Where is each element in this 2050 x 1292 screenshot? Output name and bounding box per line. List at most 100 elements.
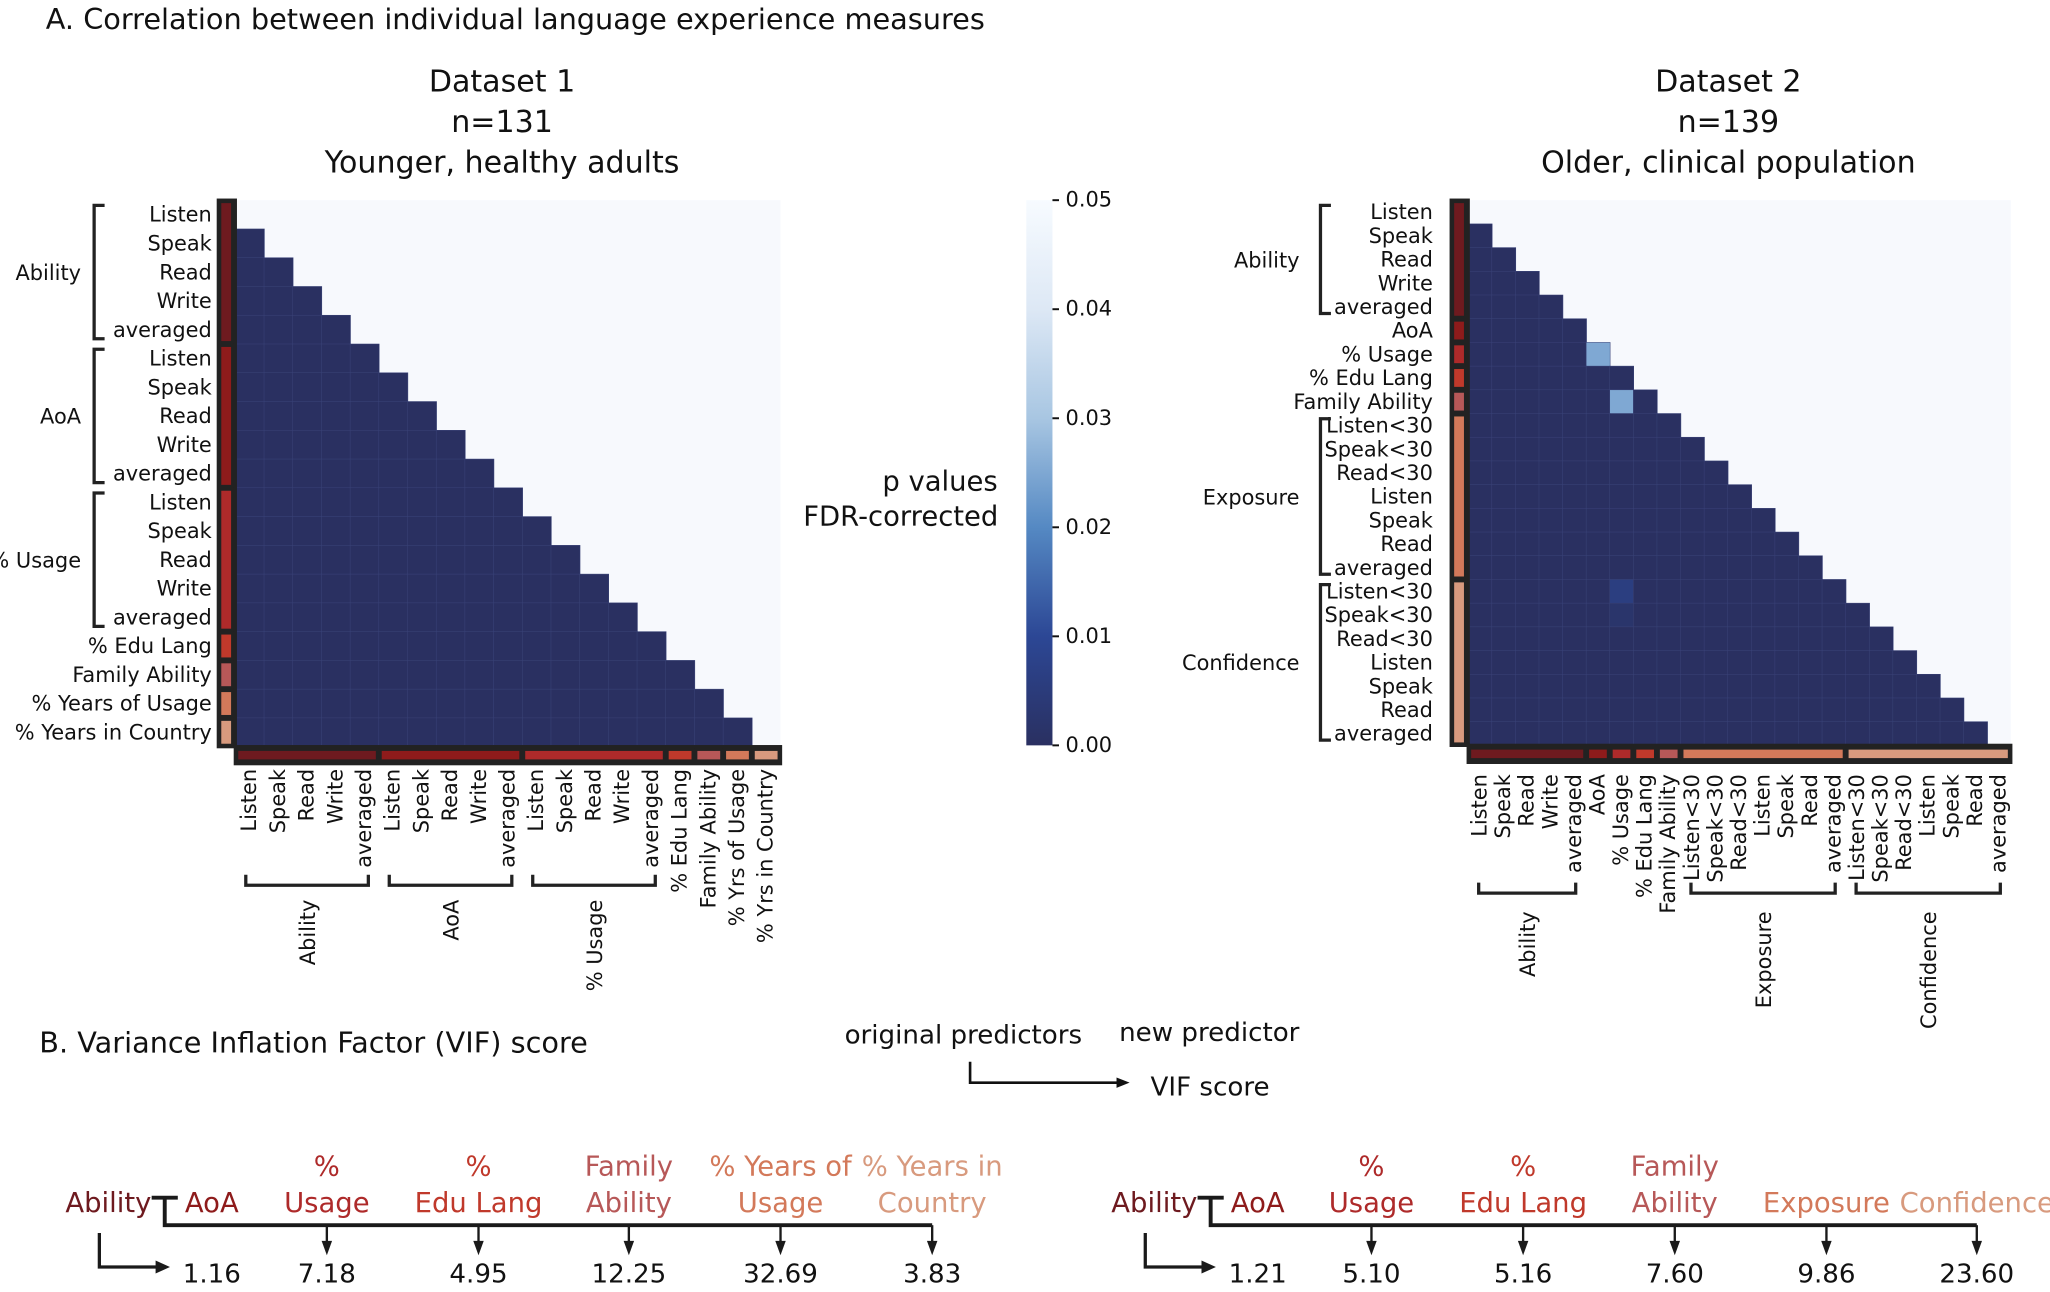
heatmap-cell bbox=[1727, 602, 1752, 628]
col-group-bracket bbox=[387, 874, 514, 887]
heatmap-cell bbox=[263, 430, 294, 460]
heatmap-cell bbox=[1633, 460, 1658, 486]
heatmap-cell bbox=[1845, 721, 1870, 747]
col-label: % Yrs of Usage bbox=[725, 769, 749, 926]
colorbar-tick-label: 0.03 bbox=[1066, 406, 1113, 430]
heatmap-cell bbox=[1467, 223, 1493, 249]
heatmap-title-line: Younger, healthy adults bbox=[324, 146, 680, 181]
heatmap-cell bbox=[321, 660, 351, 690]
heatmap-cell bbox=[1727, 579, 1752, 604]
row-label: averaged bbox=[1334, 295, 1433, 319]
heatmap-cell bbox=[1821, 697, 1847, 723]
heatmap-cell bbox=[292, 430, 323, 460]
heatmap-cell bbox=[1585, 650, 1611, 675]
heatmap-cell bbox=[435, 430, 466, 460]
heatmap-cell bbox=[1868, 650, 1894, 675]
row-label: Read bbox=[1380, 532, 1433, 556]
heatmap-cell bbox=[263, 343, 294, 374]
colorbar-label-line-1: p values bbox=[882, 466, 997, 497]
heatmap-cell bbox=[321, 545, 351, 575]
heatmap-cell bbox=[1680, 579, 1705, 604]
heatmap-cell bbox=[1939, 721, 1965, 747]
vif-ability-arrow bbox=[97, 1233, 157, 1269]
heatmap-cell bbox=[1609, 389, 1634, 415]
heatmap-cell bbox=[1821, 650, 1847, 675]
heatmap-cell bbox=[1491, 247, 1517, 272]
row-label: Write bbox=[157, 289, 212, 313]
col-label: Read bbox=[438, 769, 462, 822]
col-label: Speak bbox=[553, 768, 577, 833]
heatmap-cell bbox=[321, 573, 351, 604]
heatmap-cell bbox=[1538, 555, 1564, 581]
col-label: Listen bbox=[1751, 774, 1775, 837]
heatmap-cell bbox=[292, 688, 323, 719]
row-group-bar bbox=[218, 199, 235, 345]
heatmap-cell bbox=[1562, 721, 1587, 747]
col-group-label: Ability bbox=[1516, 911, 1540, 977]
row-label: Read bbox=[1380, 698, 1433, 722]
col-group-bar bbox=[1467, 746, 1587, 762]
heatmap-cell bbox=[1538, 294, 1564, 320]
heatmap-cell bbox=[1821, 673, 1847, 699]
heatmap-cell bbox=[321, 717, 351, 748]
heatmap-cell bbox=[1491, 413, 1517, 438]
vif-legend: original predictors new predictor VIF sc… bbox=[845, 1018, 1300, 1103]
heatmap-cell bbox=[435, 717, 466, 748]
heatmap-cell bbox=[1491, 673, 1517, 699]
heatmap-cell bbox=[1491, 342, 1517, 367]
heatmap-cell bbox=[235, 314, 265, 345]
col-label: Speak bbox=[409, 768, 433, 833]
heatmap-cell bbox=[1680, 673, 1705, 699]
heatmap-cell bbox=[464, 602, 495, 633]
heatmap-cell bbox=[1845, 673, 1870, 699]
col-label: averaged bbox=[639, 769, 663, 868]
heatmap-cell bbox=[1585, 508, 1611, 533]
row-group-label: % Usage bbox=[0, 549, 81, 573]
heatmap-cell bbox=[1680, 697, 1705, 723]
heatmap-cell bbox=[1680, 436, 1705, 462]
vif-predictor-label: % bbox=[1358, 1151, 1384, 1182]
col-label: Speak<30 bbox=[1869, 774, 1893, 882]
heatmap-cell bbox=[349, 487, 380, 518]
heatmap-cell bbox=[694, 717, 724, 748]
heatmap-cell bbox=[1751, 673, 1776, 699]
heatmap-cell bbox=[1491, 721, 1517, 747]
heatmap-dataset-2: Dataset 2 n=139 Older, clinical population… bbox=[1182, 65, 2013, 1029]
vif-predictor-label: Family bbox=[585, 1151, 673, 1182]
heatmap-cell bbox=[1774, 721, 1800, 747]
heatmap-cell bbox=[1491, 460, 1517, 486]
heatmap-cell bbox=[1467, 436, 1493, 462]
heatmap-cell bbox=[321, 487, 351, 518]
heatmap-cell bbox=[1727, 673, 1752, 699]
heatmap-cell bbox=[321, 314, 351, 345]
row-label: % Years in Country bbox=[15, 720, 212, 744]
heatmap-cell bbox=[1515, 271, 1540, 296]
vif-score: 7.60 bbox=[1646, 1260, 1704, 1290]
heatmap-cell bbox=[407, 573, 437, 604]
heatmap-cell bbox=[1633, 650, 1658, 675]
heatmap-cell bbox=[1821, 602, 1847, 628]
heatmap-cell bbox=[235, 257, 265, 288]
heatmap-title-line: Dataset 1 bbox=[429, 65, 575, 100]
heatmap-cell bbox=[1538, 460, 1564, 486]
heatmap-cell bbox=[1585, 484, 1611, 509]
row-label: Listen<30 bbox=[1326, 579, 1433, 603]
heatmap-title-line: Dataset 2 bbox=[1655, 65, 1801, 100]
arrowhead-icon bbox=[1517, 1240, 1529, 1256]
row-label: averaged bbox=[113, 318, 212, 342]
heatmap-cell bbox=[378, 372, 409, 403]
heatmap-cell bbox=[378, 631, 409, 662]
heatmap-cell bbox=[694, 688, 724, 719]
heatmap-cell bbox=[1609, 460, 1634, 486]
heatmap-cell bbox=[1467, 508, 1493, 533]
heatmap-cell bbox=[1585, 460, 1611, 486]
heatmap-cell bbox=[522, 516, 552, 546]
heatmap-cell bbox=[1680, 460, 1705, 486]
heatmap-cell bbox=[1467, 531, 1493, 557]
heatmap-cell bbox=[1491, 531, 1517, 557]
col-label: averaged bbox=[352, 769, 376, 868]
heatmap-cell bbox=[493, 717, 523, 748]
heatmap-cell bbox=[1515, 555, 1540, 581]
heatmap-cell bbox=[1633, 531, 1658, 557]
col-label: AoA bbox=[1585, 773, 1609, 815]
